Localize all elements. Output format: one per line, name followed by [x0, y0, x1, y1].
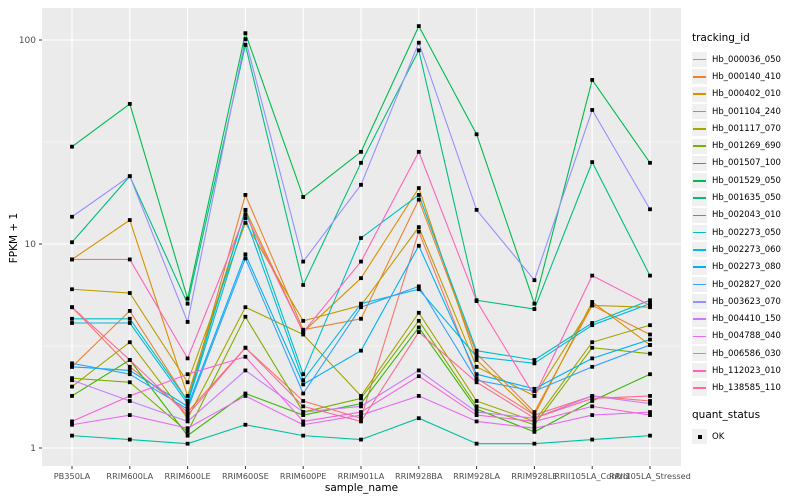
legend-item-Hb_138585_110: Hb_138585_110 [692, 380, 798, 397]
legend-key-line-icon [692, 311, 707, 327]
legend-item-Hb_003623_070: Hb_003623_070 [692, 293, 798, 310]
x-tick-label: RRIM600SE [222, 471, 269, 481]
legend-item-label: Hb_000402_010 [712, 89, 781, 100]
legend-item-Hb_001104_240: Hb_001104_240 [692, 103, 798, 120]
legend-item-label: Hb_001117_070 [712, 123, 781, 134]
quant-status-items: OK [692, 428, 798, 445]
legend-item-Hb_001635_050: Hb_001635_050 [692, 189, 798, 206]
legend-item-label: Hb_001507_100 [712, 158, 781, 169]
legend-key-line-icon [692, 277, 707, 292]
legend-item-label: Hb_002043_010 [712, 210, 781, 221]
legend-item-Hb_002043_010: Hb_002043_010 [692, 207, 798, 224]
legend-item-label: Hb_001635_050 [712, 193, 781, 204]
legend-item-label: Hb_002273_080 [712, 262, 781, 273]
legend-key-line-icon [692, 207, 707, 223]
legend-key-line-icon [692, 242, 707, 258]
legend-item-Hb_000036_050: Hb_000036_050 [692, 51, 798, 68]
legend-item-Hb_002827_020: Hb_002827_020 [692, 276, 798, 293]
legend-key-line-icon [692, 380, 707, 396]
legend-item-label: Hb_138585_110 [712, 383, 781, 394]
quant-status-block: quant_status OK [692, 409, 798, 445]
y-tick-label: 100 [19, 36, 36, 46]
legend-key-line-icon [692, 225, 707, 241]
x-tick-label: RRIM928LA [453, 471, 500, 481]
legend-item-Hb_000140_410: Hb_000140_410 [692, 68, 798, 85]
legend-key-line-icon [692, 52, 707, 68]
legend-item-label: Hb_112023_010 [712, 365, 781, 376]
legend-item-label: Hb_003623_070 [712, 296, 781, 307]
y-tick-label: 10 [25, 240, 37, 250]
legend-key-line-icon [692, 69, 707, 85]
y-tick-label: 1 [30, 444, 36, 454]
legend-item-Hb_002273_060: Hb_002273_060 [692, 241, 798, 258]
legend-key-line-icon [692, 328, 707, 344]
legend-key-line-icon [692, 190, 707, 206]
legend-key-line-icon [692, 259, 707, 275]
legend-item-Hb_001529_050: Hb_001529_050 [692, 172, 798, 189]
legend-item-label: Hb_004788_040 [712, 331, 781, 342]
x-axis-title: sample_name [324, 482, 399, 494]
legend-key-line-icon [692, 363, 707, 379]
y-axis-title: FPKM + 1 [8, 212, 20, 264]
legend-item-Hb_002273_050: Hb_002273_050 [692, 224, 798, 241]
legend-item-Hb_112023_010: Hb_112023_010 [692, 362, 798, 379]
legend-item-label: Hb_001269_690 [712, 141, 781, 152]
x-tick-label: RRIM600LA [106, 471, 153, 481]
legend-key-line-icon [692, 173, 707, 189]
legend-item-Hb_000402_010: Hb_000402_010 [692, 86, 798, 103]
legend-key-line-icon [692, 138, 707, 154]
legend-item-Hb_004788_040: Hb_004788_040 [692, 328, 798, 345]
legend-item-label: Hb_004410_150 [712, 314, 781, 325]
legend-item-Hb_002273_080: Hb_002273_080 [692, 259, 798, 276]
legend-item-label: Hb_002827_020 [712, 279, 781, 290]
legend-key-line-icon [692, 155, 707, 171]
legend-item-Hb_001269_690: Hb_001269_690 [692, 137, 798, 154]
legend-item-label: Hb_002273_060 [712, 244, 781, 255]
legend-title-tracking-id: tracking_id [692, 32, 750, 44]
legend: tracking_id Hb_000036_050 Hb_000140_410 Hb… [692, 32, 798, 445]
legend-item-Hb_006586_030: Hb_006586_030 [692, 345, 798, 362]
x-tick-label: RRII105LA_Control [554, 471, 630, 481]
x-tick-label: PB350LA [54, 471, 91, 481]
legend-item-Hb_004410_150: Hb_004410_150 [692, 310, 798, 327]
legend-item-label: Hb_006586_030 [712, 348, 781, 359]
x-tick-label: RRII105LA_Stressed [609, 471, 691, 481]
legend-key-point-icon [692, 429, 707, 445]
x-tick-label: RRIM928BA [395, 471, 443, 481]
x-tick-label: RRIM928LE [511, 471, 557, 481]
legend-key-line-icon [692, 86, 707, 102]
legend-item-Hb_001117_070: Hb_001117_070 [692, 120, 798, 137]
legend-item-label: Hb_000036_050 [712, 54, 781, 65]
legend-item-label: Hb_001104_240 [712, 106, 781, 117]
x-tick-label: RRIM901LA [338, 471, 385, 481]
legend-key-line-icon [692, 104, 707, 120]
legend-title-quant-status: quant_status [692, 408, 761, 421]
legend-key-line-icon [692, 294, 707, 310]
legend-key-line-icon [692, 121, 707, 137]
legend-item-label: Hb_002273_050 [712, 227, 781, 238]
x-tick-label: RRIM600LE [164, 471, 210, 481]
legend-key-line-icon [692, 346, 707, 362]
data-points [70, 24, 652, 446]
quant-status-item-OK: OK [692, 428, 798, 445]
legend-item-label: Hb_000140_410 [712, 71, 781, 82]
axis-ticks [39, 39, 651, 469]
y-tick-labels: 1 10 100 [19, 36, 36, 454]
legend-item-Hb_001507_100: Hb_001507_100 [692, 155, 798, 172]
x-tick-label: RRIM600PE [280, 471, 327, 481]
legend-items: Hb_000036_050 Hb_000140_410 Hb_000402_010 H… [692, 51, 798, 397]
legend-item-label: Hb_001529_050 [712, 175, 781, 186]
x-tick-labels: PB350LA RRIM600LA RRIM600LE RRIM600SE RRIM60… [54, 471, 691, 481]
quant-status-label: OK [712, 431, 725, 442]
